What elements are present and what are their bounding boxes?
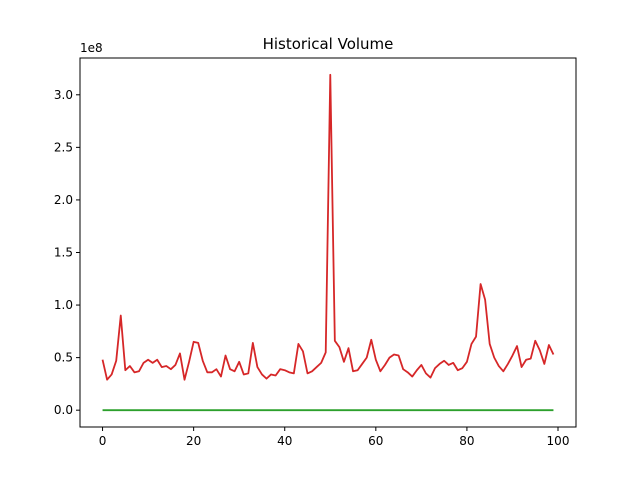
chart-title: Historical Volume (263, 35, 394, 53)
x-tick-label: 100 (547, 434, 570, 448)
y-tick-label: 3.0 (54, 88, 73, 102)
y-tick-label: 0.0 (54, 403, 73, 417)
x-axis: 0 20 40 60 80 100 (99, 427, 570, 448)
y-axis-multiplier: 1e8 (80, 41, 103, 55)
y-tick-label: 2.0 (54, 193, 73, 207)
x-tick-label: 20 (186, 434, 201, 448)
x-tick-label: 40 (277, 434, 292, 448)
y-tick-label: 1.5 (54, 245, 73, 259)
y-tick-label: 0.5 (54, 351, 73, 365)
y-tick-label: 1.0 (54, 298, 73, 312)
x-tick-label: 80 (459, 434, 474, 448)
x-tick-label: 0 (99, 434, 107, 448)
y-tick-label: 2.5 (54, 140, 73, 154)
y-axis: 0.0 0.5 1.0 1.5 2.0 2.5 3.0 (54, 88, 80, 417)
series-line-0 (101, 73, 555, 381)
x-tick-label: 60 (368, 434, 383, 448)
plot-frame (79, 57, 577, 428)
plot-area (101, 73, 555, 412)
